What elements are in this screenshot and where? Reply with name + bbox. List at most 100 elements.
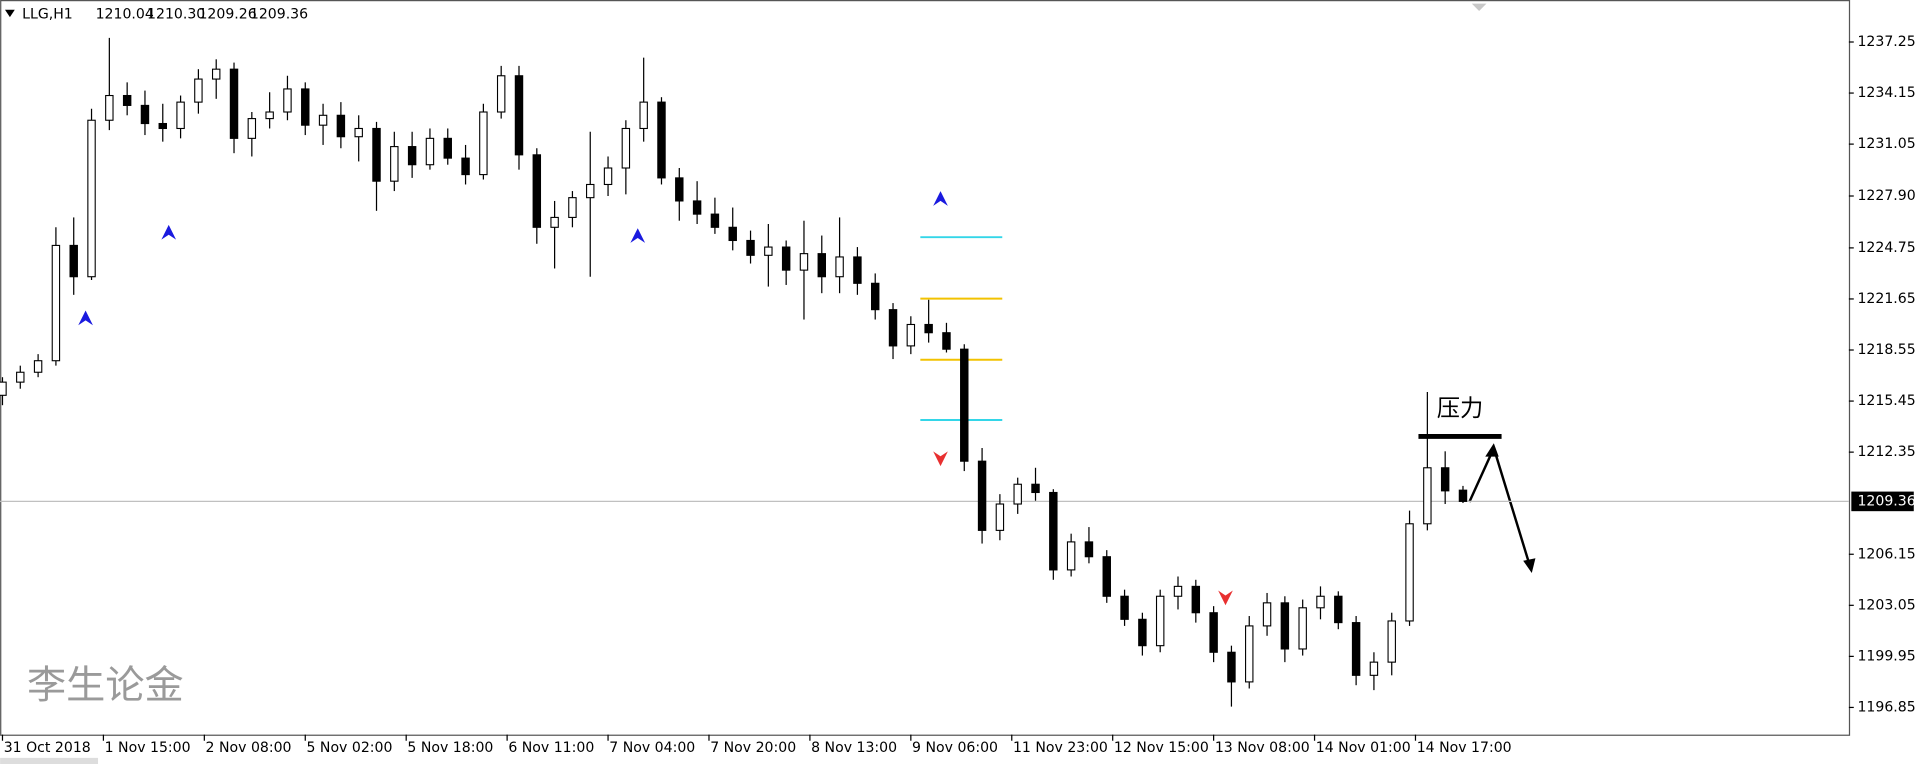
arrow-head [1485,443,1499,457]
candle-body [942,332,951,350]
candle-body [16,371,25,383]
candle-body [603,167,613,186]
candle-body [372,127,381,182]
candle-body [1209,612,1218,653]
candle-body [1049,491,1058,571]
candle-body [1387,620,1396,663]
x-tick-label: 8 Nov 13:00 [811,740,897,756]
candle-body [443,137,452,159]
symbol-title: LLG,H1 [22,7,73,23]
candle-body [568,197,577,218]
candle-body [514,75,524,156]
candle-body [1155,595,1165,647]
candle-body [283,88,292,113]
candle-body [799,253,809,271]
signal-arrow [78,310,93,326]
candle-body [1423,467,1432,525]
candle-body [675,177,684,202]
x-tick-label: 12 Nov 15:00 [1114,740,1209,756]
signal-arrow [933,191,948,206]
candle-body [176,101,185,130]
candle-body [105,94,114,121]
candle-body [1351,622,1361,676]
y-tick-label: 1237.25 [1857,34,1915,50]
signal-arrow [933,451,948,467]
candle-body [87,119,96,278]
menu-triangle[interactable] [5,9,15,18]
candle-body [960,348,969,462]
candle-body [425,137,435,166]
candle-body [746,239,755,256]
y-tick-label: 1231.05 [1857,136,1915,152]
candle-body [835,256,844,278]
candle-body [69,244,78,278]
candle-body [995,503,1005,531]
candle-body [1262,602,1272,627]
candle-body [1280,602,1290,650]
signal-arrow [161,224,177,240]
watermark: 李生论金 [27,664,184,709]
candle-body [1316,595,1325,609]
candle-body [1191,585,1201,614]
candle-body [1405,523,1414,622]
candle-body [407,146,417,166]
candle-body [532,154,542,228]
signal-arrow [1218,590,1233,606]
header-value: 1209.36 [250,7,308,23]
candle-body [1227,651,1236,683]
candle-body [354,127,363,138]
header-value: 1210.04 [96,7,154,23]
x-tick-label: 7 Nov 20:00 [710,740,796,756]
plot-frame [0,0,1851,736]
y-tick-label: 1203.05 [1857,597,1915,613]
y-tick-label: 1206.15 [1857,546,1915,562]
candle-body [1458,489,1468,502]
y-tick-label: 1234.15 [1857,85,1915,101]
candle-body [33,360,43,373]
candle-body [247,118,257,139]
candle-body [1440,467,1450,492]
scrollbar[interactable] [0,757,99,764]
candle-body [1138,618,1147,647]
x-tick-label: 7 Nov 04:00 [609,740,695,756]
x-tick-label: 1 Nov 15:00 [105,740,191,756]
candle-body [1084,541,1094,558]
candle-body [657,101,666,179]
signal-arrow [630,228,646,243]
candle-body [390,146,399,182]
x-tick-label: 31 Oct 2018 [4,740,91,756]
candle-body [0,381,7,396]
candle-body [621,127,631,169]
candle-body [1334,595,1343,624]
candle-body [318,114,328,126]
candle-body [1031,483,1040,494]
annotation-text: 压力 [1437,395,1484,422]
y-tick-label: 1215.45 [1857,393,1915,409]
candle-body [1066,541,1076,571]
y-tick-label: 1212.35 [1857,444,1915,460]
candle-body [1120,595,1129,620]
header-value: 1209.26 [198,7,256,23]
candle-body [817,253,827,278]
x-tick-label: 11 Nov 23:00 [1013,740,1108,756]
candle-body [211,68,221,80]
candle-body [1369,661,1379,676]
candle-body [194,78,203,103]
y-tick-label: 1218.55 [1857,342,1915,358]
candle-body [1298,607,1307,650]
candle-body [781,246,791,271]
candle-body [870,282,880,311]
x-tick-label: 14 Nov 01:00 [1316,740,1411,756]
candle-body [764,246,773,256]
current-price-box [1851,491,1914,512]
candle-body [158,122,168,130]
candle-body [710,213,720,228]
candle-body [639,101,648,130]
header-value: 1210.30 [147,7,205,23]
candle-body [1173,585,1183,597]
candle-body [924,323,933,334]
candle-body [728,226,737,242]
candle-body [906,323,916,347]
